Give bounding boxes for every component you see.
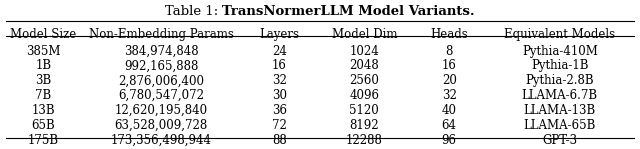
Text: 992,165,888: 992,165,888	[124, 59, 198, 72]
Text: 63,528,009,728: 63,528,009,728	[115, 119, 208, 132]
Text: 16: 16	[272, 59, 287, 72]
Text: 32: 32	[442, 89, 456, 102]
Text: 384,974,848: 384,974,848	[124, 45, 198, 58]
Text: Model Size: Model Size	[10, 28, 76, 41]
Text: 24: 24	[272, 45, 287, 58]
Text: 40: 40	[442, 104, 456, 117]
Text: 72: 72	[272, 119, 287, 132]
Text: 65B: 65B	[31, 119, 55, 132]
Text: 4096: 4096	[349, 89, 380, 102]
Text: 36: 36	[272, 104, 287, 117]
Text: 8: 8	[445, 45, 453, 58]
Text: LLAMA-65B: LLAMA-65B	[524, 119, 596, 132]
Text: Heads: Heads	[430, 28, 468, 41]
Text: 7B: 7B	[35, 89, 51, 102]
Text: Table 1:: Table 1:	[165, 5, 223, 18]
Text: 6,780,547,072: 6,780,547,072	[118, 89, 204, 102]
Text: LLAMA-13B: LLAMA-13B	[524, 104, 596, 117]
Text: 1B: 1B	[35, 59, 51, 72]
Text: 13B: 13B	[31, 104, 55, 117]
Text: 64: 64	[442, 119, 456, 132]
Text: Pythia-1B: Pythia-1B	[531, 59, 589, 72]
Text: 8192: 8192	[349, 119, 379, 132]
Text: TransNormerLLM Model Variants.: TransNormerLLM Model Variants.	[223, 5, 475, 18]
Text: 173,356,498,944: 173,356,498,944	[111, 134, 212, 147]
Text: 16: 16	[442, 59, 456, 72]
Text: 5120: 5120	[349, 104, 379, 117]
Text: 12288: 12288	[346, 134, 383, 147]
Text: 12,620,195,840: 12,620,195,840	[115, 104, 208, 117]
Text: 175B: 175B	[28, 134, 59, 147]
Text: GPT-3: GPT-3	[542, 134, 577, 147]
Text: 2,876,006,400: 2,876,006,400	[118, 74, 204, 87]
Text: 32: 32	[272, 74, 287, 87]
Text: Layers: Layers	[259, 28, 300, 41]
Text: 2048: 2048	[349, 59, 379, 72]
Text: LLAMA-6.7B: LLAMA-6.7B	[522, 89, 598, 102]
Text: Model Dim: Model Dim	[332, 28, 397, 41]
Text: 20: 20	[442, 74, 456, 87]
Text: Pythia-410M: Pythia-410M	[522, 45, 598, 58]
Text: 30: 30	[272, 89, 287, 102]
Text: 88: 88	[272, 134, 287, 147]
Text: Pythia-2.8B: Pythia-2.8B	[525, 74, 594, 87]
Text: 96: 96	[442, 134, 456, 147]
Text: 2560: 2560	[349, 74, 380, 87]
Text: 1024: 1024	[349, 45, 379, 58]
Text: 385M: 385M	[26, 45, 61, 58]
Text: 3B: 3B	[35, 74, 51, 87]
Text: Non-Embedding Params: Non-Embedding Params	[89, 28, 234, 41]
Text: Equivalent Models: Equivalent Models	[504, 28, 616, 41]
